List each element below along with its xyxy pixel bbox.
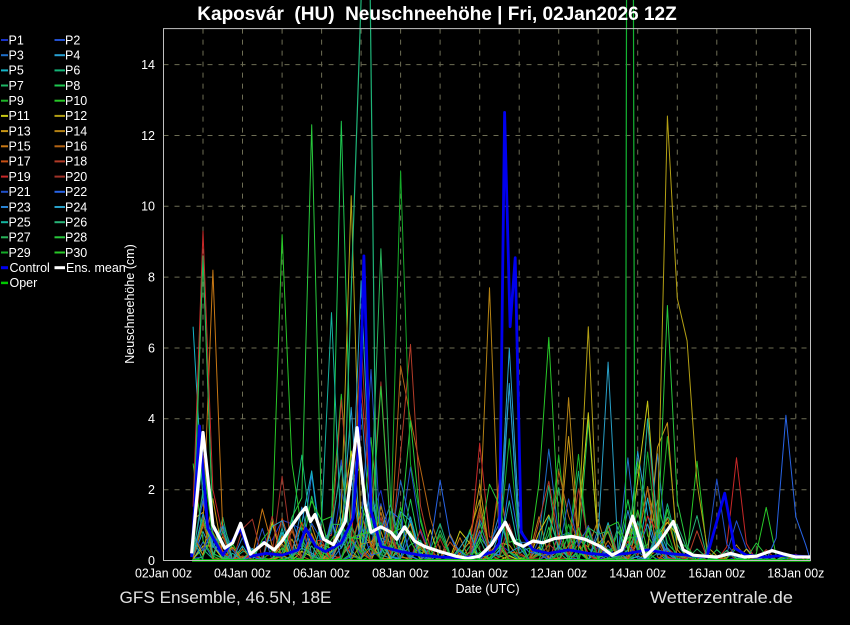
svg-text:0: 0 (148, 554, 155, 568)
svg-text:06Jan 00z: 06Jan 00z (293, 566, 350, 581)
svg-text:10: 10 (141, 200, 155, 214)
svg-text:16Jan 00z: 16Jan 00z (688, 566, 745, 581)
svg-text:P12: P12 (65, 109, 87, 123)
svg-text:10Jan 00z: 10Jan 00z (451, 566, 508, 581)
svg-text:08Jan 00z: 08Jan 00z (372, 566, 429, 581)
svg-text:P3: P3 (9, 49, 24, 63)
svg-text:P30: P30 (65, 246, 87, 260)
svg-text:P15: P15 (9, 140, 31, 154)
svg-text:P13: P13 (9, 124, 31, 138)
svg-text:04Jan 00z: 04Jan 00z (214, 566, 271, 581)
svg-text:P20: P20 (65, 170, 87, 184)
svg-text:Control: Control (10, 261, 50, 275)
svg-text:P18: P18 (65, 155, 87, 169)
svg-text:P17: P17 (9, 155, 31, 169)
svg-text:GFS Ensemble, 46.5N, 18E: GFS Ensemble, 46.5N, 18E (120, 588, 332, 607)
svg-text:4: 4 (148, 412, 155, 426)
svg-text:P6: P6 (65, 64, 80, 78)
svg-text:P4: P4 (65, 49, 80, 63)
svg-text:Neuschneehöhe (cm): Neuschneehöhe (cm) (123, 244, 137, 364)
svg-text:Wetterzentrale.de: Wetterzentrale.de (650, 588, 793, 607)
svg-text:P2: P2 (65, 33, 80, 47)
svg-text:P27: P27 (9, 231, 31, 245)
svg-text:12: 12 (141, 129, 155, 143)
svg-text:P9: P9 (9, 94, 24, 108)
svg-text:P10: P10 (65, 94, 87, 108)
svg-text:P5: P5 (9, 64, 24, 78)
svg-text:6: 6 (148, 341, 155, 355)
svg-text:P23: P23 (9, 200, 31, 214)
svg-text:P19: P19 (9, 170, 31, 184)
svg-text:P14: P14 (65, 124, 87, 138)
svg-text:14Jan 00z: 14Jan 00z (609, 566, 666, 581)
svg-text:P24: P24 (65, 200, 87, 214)
svg-text:02Jan 00z: 02Jan 00z (135, 566, 192, 581)
svg-text:P28: P28 (65, 231, 87, 245)
svg-text:Oper: Oper (10, 276, 38, 290)
svg-text:Date (UTC): Date (UTC) (456, 581, 520, 596)
svg-text:P16: P16 (65, 140, 87, 154)
svg-text:P22: P22 (65, 185, 87, 199)
svg-text:P26: P26 (65, 216, 87, 230)
svg-text:P7: P7 (9, 79, 24, 93)
svg-text:P25: P25 (9, 216, 31, 230)
svg-text:Ens. mean: Ens. mean (66, 261, 126, 275)
svg-text:Kaposvár (HU) Neuschneehöhe: Kaposvár (HU) Neuschneehöhe | Fri, 02Jan… (197, 4, 677, 25)
svg-text:18Jan 00z: 18Jan 00z (767, 566, 824, 581)
svg-text:P8: P8 (65, 79, 80, 93)
svg-text:14: 14 (141, 58, 155, 72)
svg-text:12Jan 00z: 12Jan 00z (530, 566, 587, 581)
svg-text:P11: P11 (9, 109, 30, 123)
svg-text:P1: P1 (9, 33, 24, 47)
svg-text:8: 8 (148, 270, 155, 284)
svg-text:2: 2 (148, 483, 155, 497)
svg-text:P21: P21 (9, 185, 31, 199)
svg-text:P29: P29 (9, 246, 31, 260)
